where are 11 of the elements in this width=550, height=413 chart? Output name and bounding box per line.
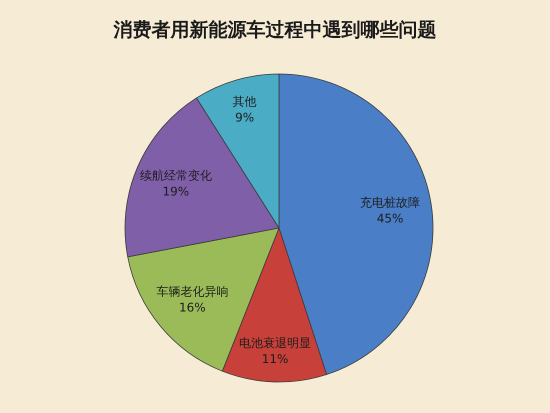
slice-label: 电池衰退明显 (239, 336, 312, 350)
slice-label: 其他 (232, 94, 257, 109)
data-label: 9% (235, 110, 254, 125)
data-label: 16% (179, 300, 206, 315)
data-label: 19% (162, 184, 190, 198)
slice-label: 续航经常变化 (140, 168, 212, 182)
data-label: 11% (262, 352, 288, 366)
title: 消费者用新能源车过程中遇到哪些问题 (114, 19, 436, 41)
slice-label: 车辆老化异响 (156, 284, 228, 299)
slice-label: 充电桩故障 (360, 195, 420, 210)
data-label: 45% (376, 211, 404, 226)
